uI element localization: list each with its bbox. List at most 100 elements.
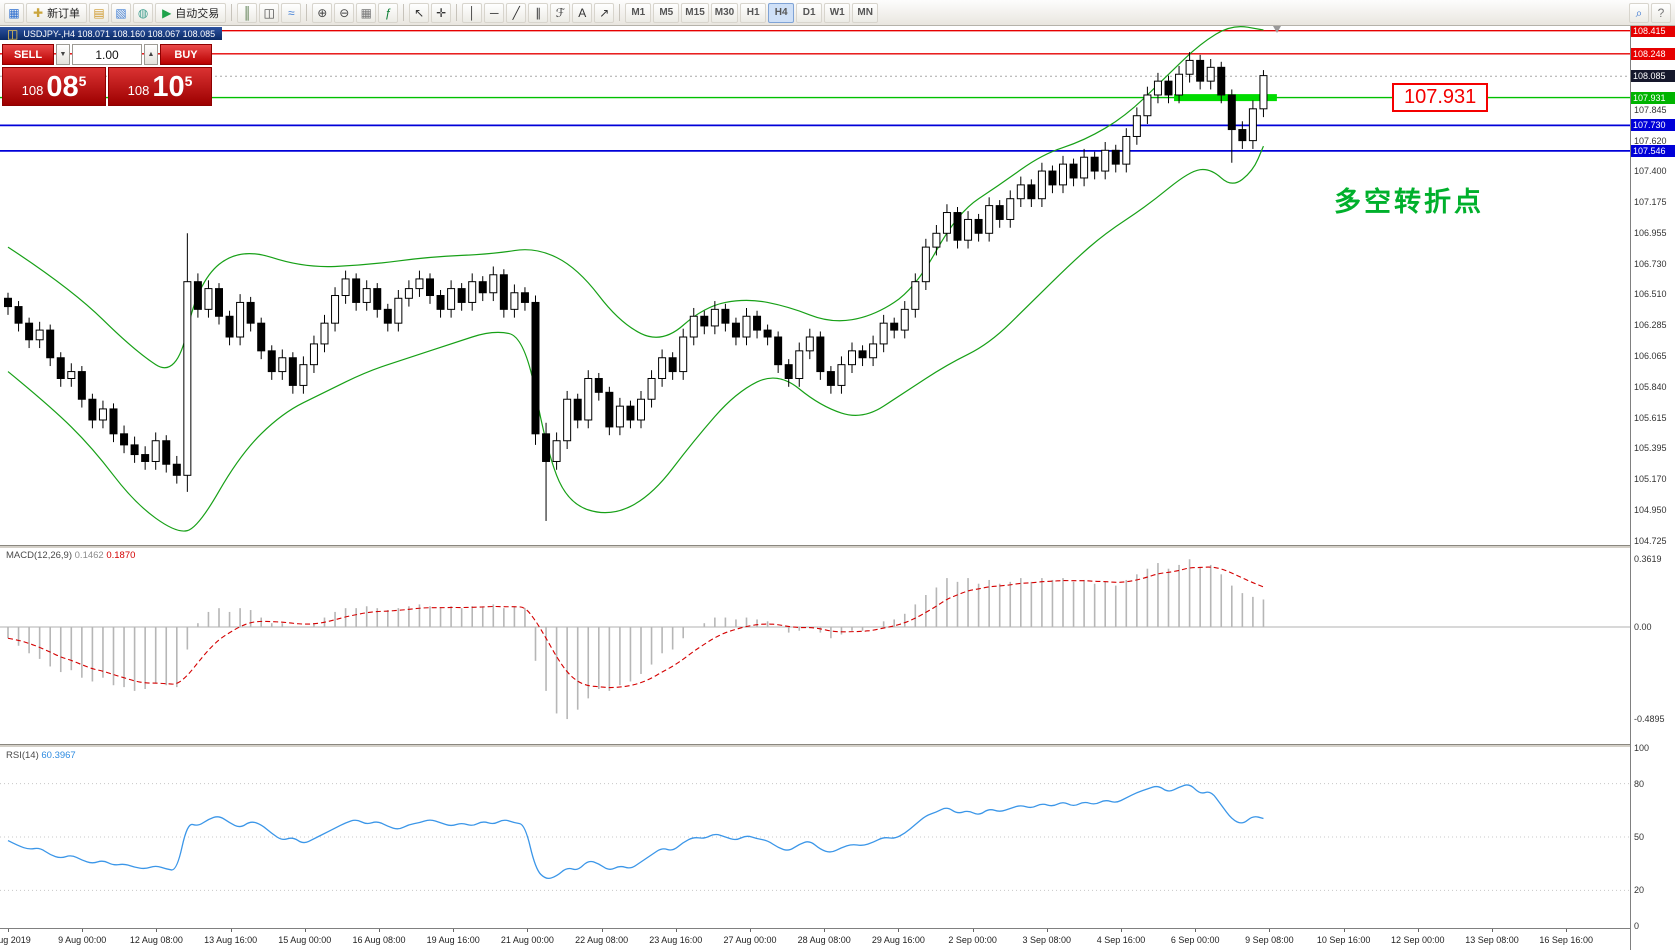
rsi-axis-label: 50 [1634,832,1645,842]
price-axis-badge: 107.931 [1631,91,1675,104]
candle-body [679,336,688,373]
macd-signal-value: 0.1870 [106,550,136,561]
candle-body [563,398,572,442]
main-chart-pane[interactable] [0,26,1630,545]
timeframe-w1-button[interactable]: W1 [824,2,851,23]
time-axis-label: 6 Sep 00:00 [1170,935,1220,945]
time-axis-tick [1343,929,1345,932]
price-axis-label: 107.400 [1634,166,1667,177]
sell-price-point: 5 [78,73,87,89]
charts-icon[interactable]: ▤ [89,2,110,23]
toolbar-separator [306,4,308,21]
one-click-trading-panel: SELL ▼ 1.00 ▲ BUY 108 08 5 108 10 5 [2,44,212,106]
rsi-pane[interactable] [0,747,1630,928]
candle-body [1006,198,1015,220]
price-axis-badge: 107.546 [1631,144,1675,157]
rsi-axis-label: 80 [1634,778,1645,789]
candle-body [352,278,361,303]
new-order-button[interactable]: ✚ 新订单 [26,2,88,23]
volume-decrease-button[interactable]: ▼ [56,44,70,65]
terminal-icon[interactable]: ◍ [133,2,154,23]
navigator-icon[interactable]: ▧ [111,2,132,23]
candle-body [911,281,920,310]
buy-price-button[interactable]: 108 10 5 [108,67,212,106]
candle-body [457,288,466,303]
price-callout-box[interactable]: 107.931 [1392,83,1489,112]
candle-body [331,295,340,324]
candle-body [879,322,888,345]
candle-body [890,322,899,331]
tile-windows-icon[interactable]: ▦ [356,2,377,23]
text-label-icon[interactable]: A [572,2,593,23]
crosshair-icon[interactable]: ✛ [431,2,452,23]
candle-body [1196,59,1205,82]
volume-increase-button[interactable]: ▲ [144,44,158,65]
navigator-icon-icon: ▧ [115,5,127,20]
timeframe-h1-button[interactable]: H1 [740,2,767,23]
timeframe-m30-button[interactable]: M30 [710,2,739,23]
autotrading-button[interactable]: ▶ 自动交易 [155,2,227,23]
timeframe-h4-button[interactable]: H4 [768,2,795,23]
volume-input[interactable]: 1.00 [72,44,142,65]
timeframe-d1-button[interactable]: D1 [796,2,823,23]
macd-axis-label: 0.3619 [1634,553,1662,564]
sell-button[interactable]: SELL [2,44,54,65]
pane-separator-macd[interactable] [0,545,1675,548]
help-button[interactable]: ? [1651,2,1671,23]
rsi-indicator-label: RSI(14) 60.3967 [6,750,76,761]
candle-body [531,301,540,435]
sell-price-button[interactable]: 108 08 5 [2,67,106,106]
timeframe-m5-button[interactable]: M5 [653,2,680,23]
price-axis-label: 107.175 [1634,197,1667,208]
timeframe-m1-button[interactable]: M1 [625,2,652,23]
candle-body [552,440,561,462]
zoom-in-icon[interactable]: ⊕ [312,2,333,23]
zoom-out-icon[interactable]: ⊖ [334,2,355,23]
time-axis-tick [1566,929,1568,932]
timeframe-m15-button[interactable]: M15 [681,2,709,23]
pane-separator-rsi[interactable] [0,744,1675,747]
timeframe-mn-button[interactable]: MN [852,2,879,23]
candle-body [120,433,129,446]
candle-body [56,357,65,379]
candle-body [848,350,856,366]
candle-body [795,350,804,379]
candlestick-chart-icon[interactable]: ◫ [259,2,280,23]
macd-indicator-label: MACD(12,26,9) 0.1462 0.1870 [6,550,135,561]
price-axis[interactable]: 107.845 107.620 107.400 107.175 106.955 106.7… [1630,24,1675,950]
candle-body [183,281,192,476]
candle-body [964,218,973,241]
candle-body [341,278,350,297]
rsi-axis-label: 0 [1634,921,1640,931]
rsi-value: 60.3967 [41,750,76,761]
cursor-icon[interactable]: ↖ [409,2,430,23]
horizontal-line-icon-icon: ─ [490,5,499,20]
annotation-text[interactable]: 多空转折点 [1334,187,1484,217]
support-zone-segment [1174,94,1277,102]
sell-price-pips: 08 [46,71,79,103]
line-chart-icon[interactable]: ≈ [281,2,302,23]
buy-button[interactable]: BUY [160,44,212,65]
buy-price-base: 108 [127,83,150,98]
candle-body [637,398,645,421]
candle-body [626,405,635,421]
trendline-icon[interactable]: ╱ [506,2,527,23]
new-order-icon: ✚ [33,5,44,20]
time-axis-label: 2 Sep 00:00 [948,935,997,945]
fibonacci-icon[interactable]: ℱ [550,2,571,23]
candle-body [573,398,582,421]
search-button[interactable]: ⌕ [1629,2,1649,23]
candle-body [373,288,382,310]
macd-pane[interactable] [0,548,1630,744]
app-icon[interactable]: ▦ [4,2,24,23]
bar-chart-icon[interactable]: ║ [237,2,258,23]
horizontal-line-icon[interactable]: ─ [484,2,505,23]
indicators-icon[interactable]: ƒ [378,2,399,23]
candle-body [267,350,276,373]
candle-body [1048,170,1057,186]
channel-icon[interactable]: ∥ [528,2,549,23]
time-axis[interactable]: 7 Aug 2019 9 Aug 00:00 12 Aug 08:00 13 Aug … [0,928,1630,950]
vertical-line-icon[interactable]: │ [462,2,483,23]
candle-body [985,205,994,234]
arrow-objects-icon[interactable]: ↗ [594,2,615,23]
